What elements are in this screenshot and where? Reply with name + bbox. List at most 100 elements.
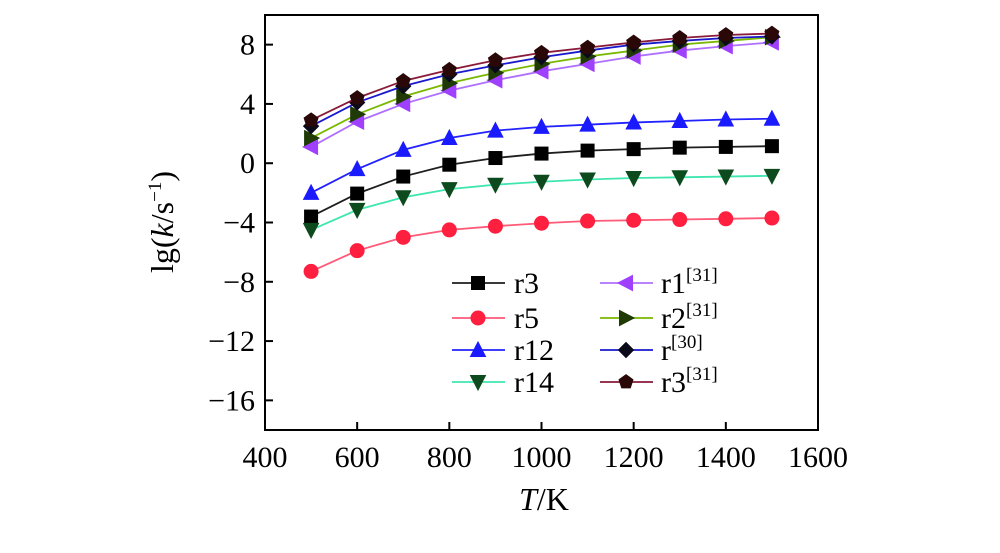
data-point <box>303 263 319 279</box>
legend-marker <box>616 274 633 292</box>
data-point <box>626 34 642 49</box>
data-point <box>350 186 365 201</box>
axis-ticks: 400 600 800 1000 1200 1400 1600 8 4 0 −4 −8 −12 −16 <box>208 29 848 474</box>
data-point <box>580 143 595 158</box>
data-point <box>717 110 735 127</box>
data-point <box>488 151 503 166</box>
data-point <box>303 112 319 127</box>
data-point <box>672 140 687 155</box>
data-point <box>579 115 596 132</box>
y-tick-label: −16 <box>208 384 255 417</box>
y-tick-label: −4 <box>223 207 255 240</box>
data-point <box>672 30 688 45</box>
legend-label: r12 <box>514 334 554 367</box>
data-point <box>764 139 779 154</box>
y-tick-label: −12 <box>208 325 255 358</box>
data-point <box>580 213 596 229</box>
data-point <box>533 44 550 60</box>
legend-marker <box>619 309 636 327</box>
data-point <box>441 222 457 238</box>
data-point <box>487 177 504 194</box>
data-point <box>533 117 550 134</box>
data-point <box>349 90 365 105</box>
data-point <box>533 174 550 191</box>
legend-label: r[30] <box>661 332 703 367</box>
data-point <box>487 218 503 234</box>
data-point <box>441 182 458 199</box>
data-point <box>671 111 689 128</box>
legend-label: r5 <box>514 302 539 335</box>
legend-item: r3 <box>452 267 539 300</box>
data-point <box>671 170 689 187</box>
data-point <box>348 202 366 219</box>
data-point <box>302 183 320 200</box>
data-point <box>302 222 320 239</box>
data-point <box>348 160 366 177</box>
data-point <box>764 210 780 226</box>
series-r5 <box>303 210 780 279</box>
data-point <box>304 129 321 147</box>
legend-label: r3 <box>514 267 539 300</box>
data-point <box>763 168 781 185</box>
data-point <box>534 146 549 161</box>
x-tick-label: 1600 <box>788 441 848 474</box>
series-layer <box>301 25 782 279</box>
data-point <box>625 171 642 188</box>
data-point <box>394 140 412 157</box>
data-point <box>718 139 733 154</box>
y-tick-label: −8 <box>223 266 255 299</box>
legend-item: r12 <box>452 334 554 367</box>
legend-marker <box>618 374 634 389</box>
x-tick-label: 800 <box>427 441 472 474</box>
data-point <box>396 169 411 184</box>
x-tick-label: 1200 <box>604 441 664 474</box>
y-tick-label: 4 <box>240 88 255 121</box>
data-point <box>487 121 504 138</box>
x-axis-title: T/K <box>519 481 569 517</box>
legend-item: r[30] <box>600 332 703 367</box>
data-point <box>441 128 458 146</box>
legend-label: r14 <box>514 366 554 399</box>
data-point <box>534 215 549 231</box>
data-point <box>350 105 367 123</box>
legend-marker <box>469 340 487 357</box>
data-point <box>763 109 781 126</box>
data-point <box>301 138 319 156</box>
data-point <box>764 25 780 40</box>
data-point <box>717 169 735 186</box>
data-point <box>349 243 365 259</box>
data-point <box>394 190 412 207</box>
data-point <box>626 142 641 157</box>
data-point <box>487 52 503 67</box>
y-axis-title: lg(k/s−1) <box>144 171 180 273</box>
legend-item: r14 <box>452 366 554 399</box>
legend-label: r3[31] <box>661 364 718 399</box>
y-tick-label: 0 <box>240 147 255 180</box>
data-point <box>441 61 457 77</box>
y-tick-label: 8 <box>240 29 255 62</box>
legend-item: r5 <box>452 302 539 335</box>
data-point <box>304 209 319 224</box>
x-tick-label: 400 <box>243 441 288 474</box>
data-point <box>626 212 642 228</box>
legend-label: r2[31] <box>661 300 718 335</box>
data-point <box>672 212 688 228</box>
x-tick-label: 1400 <box>696 441 756 474</box>
series-r14 <box>302 168 781 239</box>
series-r3 <box>304 139 779 224</box>
plot-frame <box>264 14 819 431</box>
legend-marker <box>470 310 486 326</box>
x-tick-label: 600 <box>335 441 380 474</box>
data-point <box>395 73 411 88</box>
data-point <box>718 27 734 42</box>
legend-item: r1[31] <box>600 265 718 300</box>
data-point <box>579 172 596 189</box>
x-tick-label: 1000 <box>512 441 572 474</box>
data-point <box>395 229 411 245</box>
legend-item: r2[31] <box>600 300 718 335</box>
legend-marker <box>617 341 635 359</box>
series-r3-ref31 <box>303 25 780 127</box>
legend-label: r1[31] <box>661 265 718 300</box>
series-r12 <box>302 109 781 200</box>
